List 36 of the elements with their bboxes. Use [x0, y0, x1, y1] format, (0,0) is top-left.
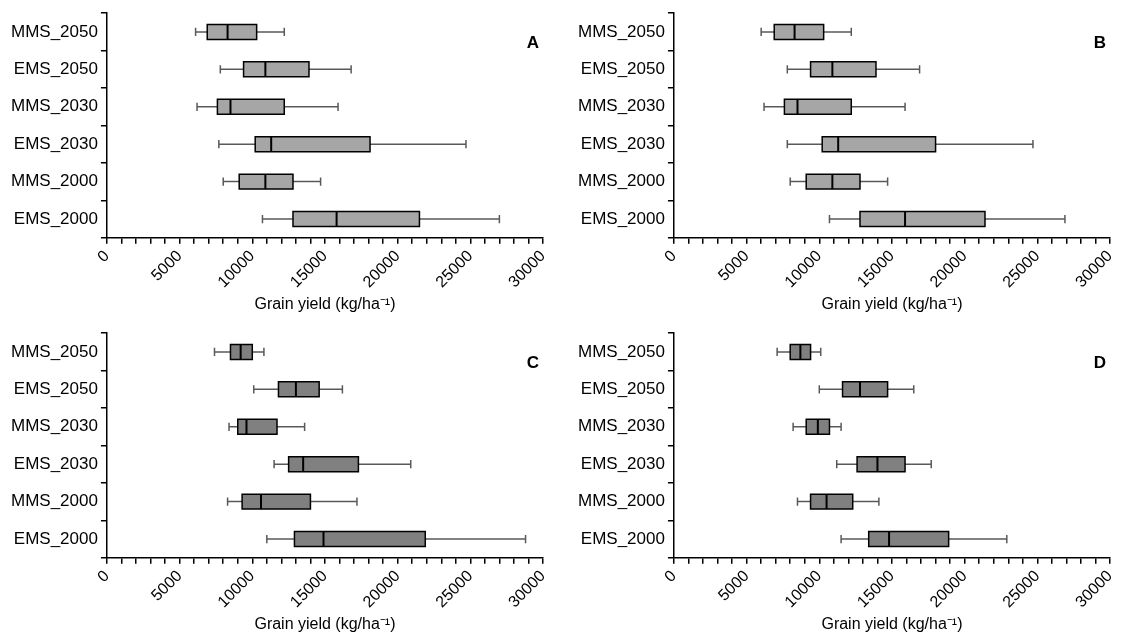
x-tick-label: 0 — [93, 566, 113, 586]
x-axis-title: Grain yield (kg/ha⁻¹) — [254, 294, 396, 312]
annotation: A — [526, 33, 539, 53]
x-tick-label: 0 — [660, 246, 680, 266]
annotation: B — [1093, 33, 1106, 53]
annotation: C — [526, 353, 539, 373]
y-tick-label: EMS_2000 — [580, 528, 665, 548]
y-tick-label: MMS_2030 — [578, 416, 665, 436]
y-tick-label: MMS_2000 — [11, 491, 98, 511]
y-tick-label: MMS_2050 — [11, 21, 98, 41]
x-axis-title: Grain yield (kg/ha⁻¹) — [254, 614, 396, 632]
y-tick-label: EMS_2050 — [580, 59, 665, 79]
y-tick-label: MMS_2000 — [578, 171, 665, 191]
y-tick-label: MMS_2050 — [578, 21, 665, 41]
y-tick-label: EMS_2030 — [13, 453, 98, 473]
y-tick-label: EMS_2000 — [13, 528, 98, 548]
y-tick-label: MMS_2050 — [578, 341, 665, 361]
y-tick-label: MMS_2000 — [578, 491, 665, 511]
y-tick-label: MMS_2030 — [578, 96, 665, 116]
y-tick-label: EMS_2050 — [580, 379, 665, 399]
x-tick-label: 0 — [93, 246, 113, 266]
y-tick-label: MMS_2050 — [11, 341, 98, 361]
y-tick-label: MMS_2030 — [11, 416, 98, 436]
x-axis-title: Grain yield (kg/ha⁻¹) — [821, 294, 963, 312]
annotation: D — [1093, 353, 1106, 373]
y-tick-label: EMS_2030 — [580, 133, 665, 153]
y-tick-label: EMS_2050 — [13, 379, 98, 399]
y-tick-label: MMS_2000 — [11, 171, 98, 191]
y-tick-label: EMS_2000 — [580, 208, 665, 228]
y-tick-label: EMS_2050 — [13, 59, 98, 79]
y-tick-label: EMS_2000 — [13, 208, 98, 228]
x-tick-label: 0 — [660, 566, 680, 586]
y-tick-label: MMS_2030 — [11, 96, 98, 116]
y-tick-label: EMS_2030 — [580, 453, 665, 473]
y-tick-label: EMS_2030 — [13, 133, 98, 153]
x-axis-title: Grain yield (kg/ha⁻¹) — [821, 614, 963, 632]
